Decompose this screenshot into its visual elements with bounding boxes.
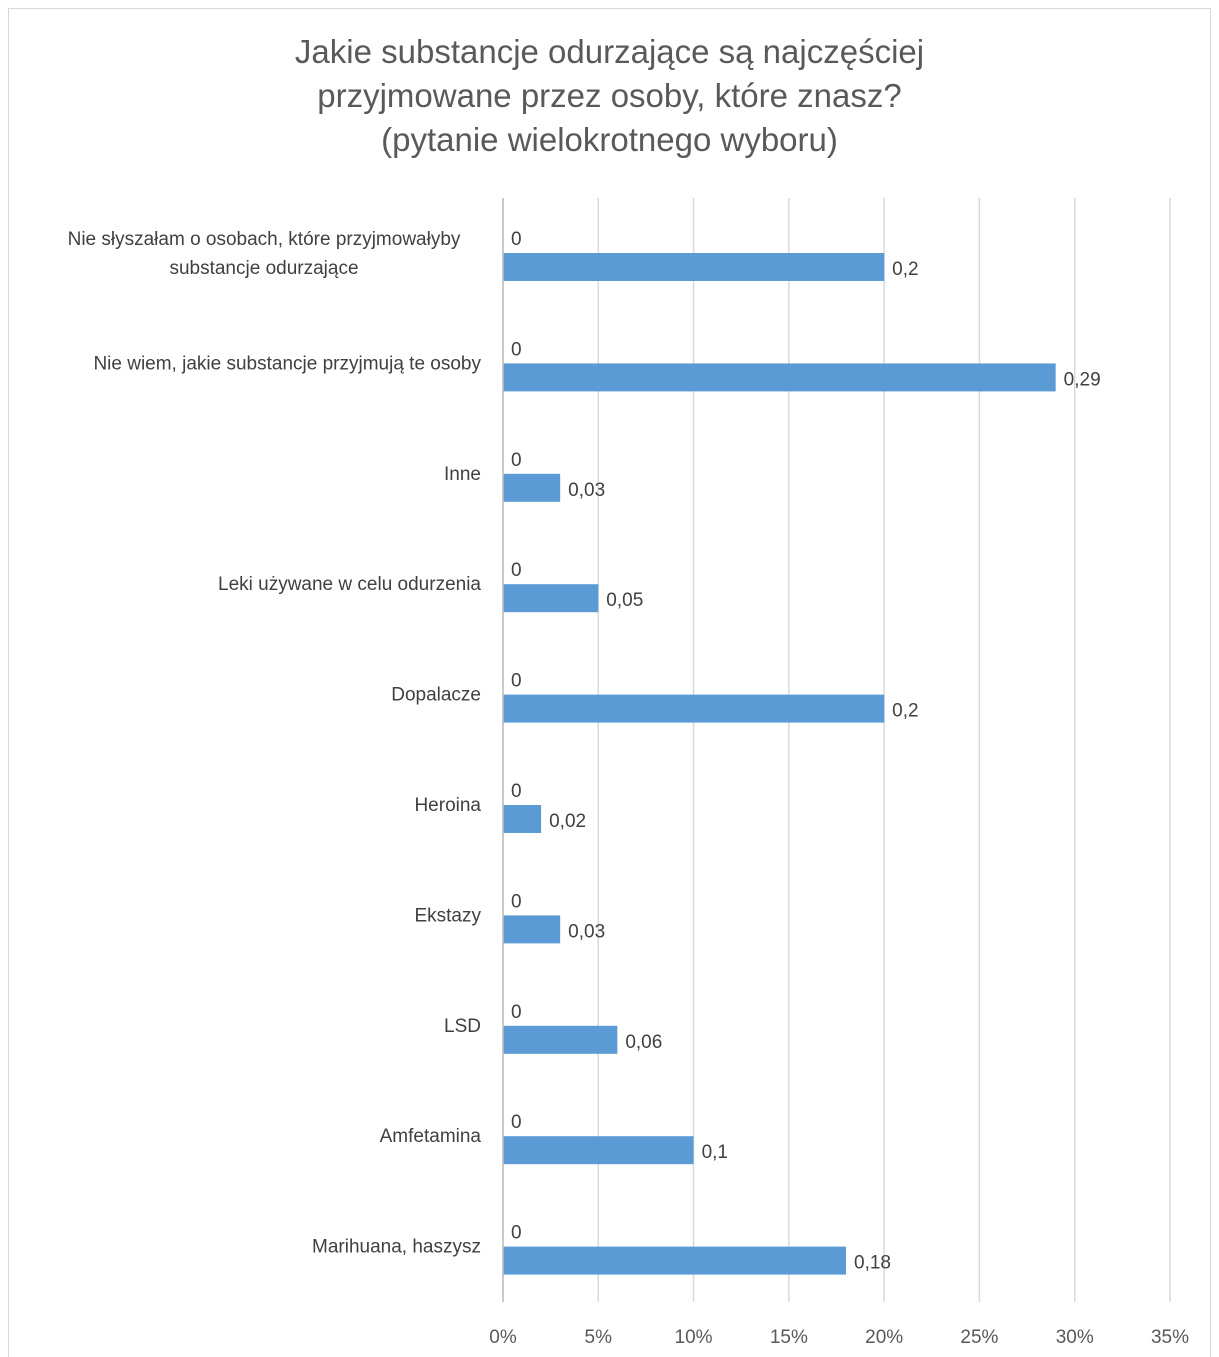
bar [503,1246,847,1275]
x-tick-label: 10% [675,1327,713,1348]
data-label: 0,2 [892,259,918,280]
data-label: 0 [511,1112,522,1133]
x-tick-label: 30% [1056,1327,1094,1348]
bar [503,805,542,833]
data-label: 0 [511,450,522,471]
x-tick-label: 15% [770,1327,808,1348]
category-label: LSD [444,1016,481,1037]
data-label: 0,18 [854,1253,891,1274]
x-tick-label: 20% [865,1327,903,1348]
category-label: Leki używane w celu odurzenia [218,574,481,595]
bar [503,1136,694,1165]
data-label: 0,1 [702,1142,728,1163]
category-label: substancje odurzające [169,258,358,279]
category-label: Ekstazy [414,905,481,926]
chart-title: Jakie substancje odurzające są najczęści… [0,30,1219,162]
data-label: 0,03 [568,480,605,501]
data-label: 0,05 [606,590,643,611]
bar [503,363,1056,392]
chart-title-line-1: Jakie substancje odurzające są najczęści… [294,33,925,70]
data-label: 0,02 [549,811,586,832]
bar [503,253,885,281]
chart-title-line-2: przyjmowane przez osoby, które znasz? [317,77,902,114]
data-label: 0 [511,781,522,802]
category-label: Inne [444,464,481,485]
data-label: 0,29 [1064,369,1101,390]
data-label: 0 [511,560,522,581]
bar [503,1025,618,1054]
chart-frame [8,8,1211,1357]
bar [503,584,599,613]
bar [503,915,561,944]
data-label: 0 [511,1223,522,1244]
category-label: Nie wiem, jakie substancje przyjmują te … [93,353,481,374]
data-label: 0 [511,229,522,250]
category-label: Heroina [414,795,481,816]
category-label: Nie słyszałam o osobach, które przyjmowa… [68,229,461,250]
x-tick-label: 35% [1151,1327,1189,1348]
category-label: Amfetamina [380,1126,482,1147]
category-label: Dopalacze [391,685,481,706]
data-label: 0,06 [625,1032,662,1053]
data-label: 0,2 [892,701,918,722]
bar [503,694,885,723]
x-tick-label: 25% [960,1327,998,1348]
data-label: 0 [511,1002,522,1023]
x-tick-label: 0% [489,1327,517,1348]
data-label: 0,03 [568,921,605,942]
data-label: 0 [511,339,522,360]
chart-title-line-3: (pytanie wielokrotnego wyboru) [381,121,838,158]
category-label: Marihuana, haszysz [312,1237,481,1258]
data-label: 0 [511,891,522,912]
x-tick-label: 5% [585,1327,613,1348]
data-label: 0 [511,671,522,692]
bar [503,473,561,502]
